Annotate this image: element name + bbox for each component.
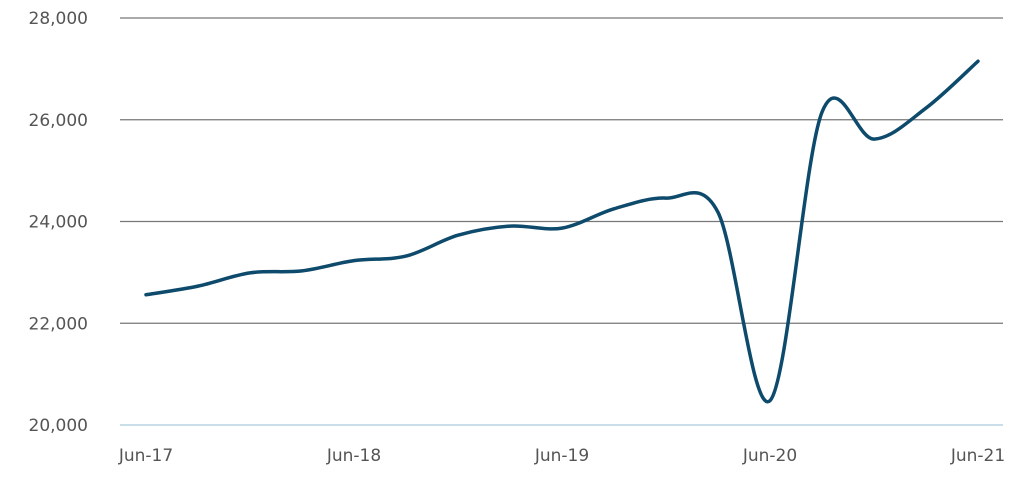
x-tick-label: Jun-20 — [742, 446, 797, 466]
x-axis-tick-labels: Jun-17 Jun-18 Jun-19 Jun-20 Jun-21 — [118, 446, 1005, 466]
y-tick-label: 28,000 — [29, 9, 88, 29]
x-tick-label: Jun-21 — [950, 446, 1005, 466]
y-tick-label: 26,000 — [29, 111, 88, 131]
x-tick-label: Jun-17 — [118, 446, 173, 466]
x-tick-label: Jun-19 — [534, 446, 589, 466]
series-layer — [144, 59, 980, 404]
y-tick-label: 20,000 — [29, 416, 88, 436]
y-tick-label: 24,000 — [29, 213, 88, 233]
series-line — [144, 59, 980, 404]
y-axis-tick-labels: 20,000 22,000 24,000 26,000 28,000 — [29, 9, 88, 436]
gridlines — [120, 17, 1003, 426]
x-tick-label: Jun-18 — [326, 446, 381, 466]
y-tick-label: 22,000 — [29, 314, 88, 334]
